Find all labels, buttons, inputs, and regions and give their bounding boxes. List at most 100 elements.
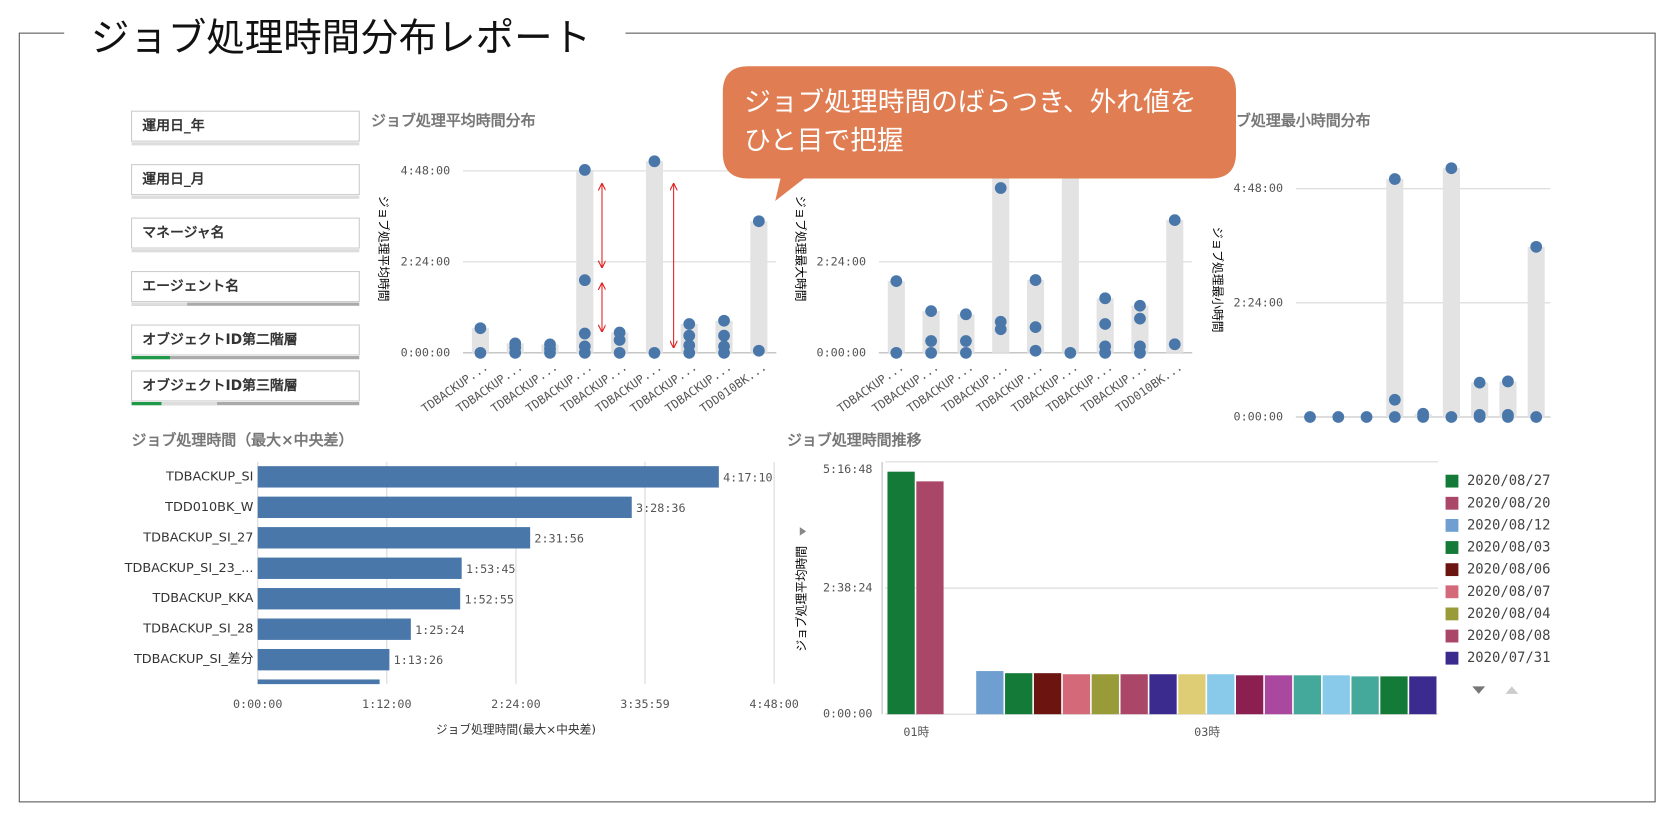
y-tick-label: 0:00:00 — [823, 707, 873, 721]
x-tick-label: 01時 — [903, 725, 929, 739]
legend-up[interactable] — [1505, 686, 1519, 694]
dot — [1502, 375, 1514, 388]
y-axis-label: ジョブ処理平均時間 — [794, 546, 808, 652]
legend-label[interactable]: 2020/08/06 — [1467, 562, 1551, 578]
dot — [683, 346, 696, 359]
y-tick-label: 2:24:00 — [1234, 295, 1284, 309]
bar — [976, 671, 1004, 715]
legend-label[interactable]: 2020/07/31 — [1467, 650, 1551, 666]
x-axis-label: ジョブ処理時間(最大×中央差) — [436, 723, 596, 737]
dot — [1134, 312, 1146, 325]
dot — [578, 274, 591, 287]
annotations — [602, 184, 674, 348]
filter-box[interactable] — [131, 217, 360, 249]
legend-down[interactable] — [1472, 686, 1486, 694]
dot — [1360, 411, 1373, 423]
y-tick-label: 0:00:00 — [401, 345, 451, 359]
dot — [578, 164, 591, 176]
legend-swatch — [1445, 541, 1459, 554]
callout-bubble — [722, 66, 1237, 202]
dot — [994, 323, 1007, 336]
legend-label[interactable]: 2020/08/08 — [1467, 628, 1551, 644]
dot — [1304, 411, 1316, 423]
filter-box[interactable] — [131, 164, 360, 196]
value-label: 1:53:45 — [466, 562, 516, 576]
dot — [613, 334, 626, 346]
dot — [890, 346, 903, 359]
dot — [648, 346, 661, 359]
title-gap — [64, 10, 626, 58]
bar — [1005, 673, 1033, 715]
filter-bar-selected — [131, 356, 171, 360]
dot — [925, 346, 937, 359]
legend-label[interactable]: 2020/08/03 — [1467, 540, 1551, 556]
y-tick-label: TDBACKUP_SI_28 — [142, 622, 253, 637]
legend-label[interactable]: 2020/08/12 — [1467, 517, 1551, 533]
expand-arrow[interactable] — [799, 527, 807, 536]
range-bar — [1527, 246, 1545, 417]
dot — [1029, 321, 1042, 334]
dot — [1417, 411, 1429, 423]
y-tick-label: 2:24:00 — [401, 254, 451, 268]
dot — [1473, 376, 1486, 389]
dot — [578, 327, 591, 340]
chart-title: ジョブ処理最小時間分布 — [1206, 111, 1371, 129]
y-tick-label: TDBACKUP_SI_27 — [142, 530, 253, 545]
bar — [257, 679, 380, 685]
dot — [1168, 214, 1181, 227]
callout: ジョブ処理時間のばらつき、外れ値を ひと目で把握 — [722, 66, 1237, 202]
bar — [887, 471, 915, 715]
dot — [752, 344, 765, 357]
dot — [960, 308, 972, 321]
dot — [718, 346, 730, 359]
filter-label: マネージャ名 — [142, 224, 224, 241]
legend-swatch — [1445, 607, 1459, 621]
filter-label: オブジェクトID第三階層 — [142, 377, 297, 394]
y-tick-label: 4:48:00 — [1234, 181, 1284, 195]
legend-swatch — [1445, 585, 1459, 599]
dot — [1134, 299, 1146, 312]
dot — [890, 275, 903, 287]
x-tick-label: 2:24:00 — [491, 697, 541, 711]
dot — [960, 346, 972, 359]
x-tick-label: 4:48:00 — [749, 697, 799, 711]
bar — [1207, 674, 1235, 715]
bar — [257, 618, 411, 640]
y-axis-label: ジョブ処理最小時間 — [1210, 227, 1224, 333]
dot — [1134, 346, 1146, 359]
legend-label[interactable]: 2020/08/20 — [1467, 495, 1551, 511]
bar — [1091, 674, 1119, 715]
bar — [1351, 676, 1379, 715]
filter-bar-selected — [131, 402, 162, 406]
bar — [257, 588, 461, 610]
page-title: ジョブ処理時間分布レポート — [91, 16, 591, 61]
legend-label[interactable]: 2020/08/04 — [1467, 606, 1551, 622]
dot — [683, 329, 696, 342]
filter-box[interactable] — [131, 324, 360, 356]
dot — [683, 318, 696, 330]
value-label: 2:31:56 — [534, 531, 584, 545]
x-tick-label: 1:12:00 — [362, 697, 412, 711]
chart-title: ジョブ処理時間推移 — [787, 431, 922, 449]
value-label: 1:25:24 — [415, 623, 465, 637]
filter-box[interactable] — [131, 271, 360, 303]
filter-bar — [131, 302, 360, 306]
chart-title: ジョブ処理時間（最大×中央差） — [132, 431, 354, 449]
charts: ジョブ処理平均時間分布 0:00:00 2:24:00 4:48:00 ジョブ処理平均時… — [124, 111, 1551, 739]
frame — [18, 32, 1656, 803]
filter-box[interactable] — [131, 370, 360, 402]
dot — [1445, 411, 1458, 423]
legend-label[interactable]: 2020/08/27 — [1467, 473, 1551, 489]
legend-label[interactable]: 2020/08/07 — [1467, 584, 1551, 600]
bar — [257, 557, 462, 579]
bar — [1380, 676, 1408, 715]
y-tick-label: TDBACKUP_SI_23_... — [124, 561, 254, 576]
dot — [925, 305, 937, 318]
bar — [257, 648, 390, 671]
filter-box[interactable] — [131, 110, 360, 142]
dot — [578, 346, 591, 359]
y-axis-label: ジョブ処理平均時間 — [376, 196, 390, 302]
bar — [1236, 675, 1264, 715]
y-tick-label: TDBACKUP_SI_差分 — [133, 652, 254, 667]
